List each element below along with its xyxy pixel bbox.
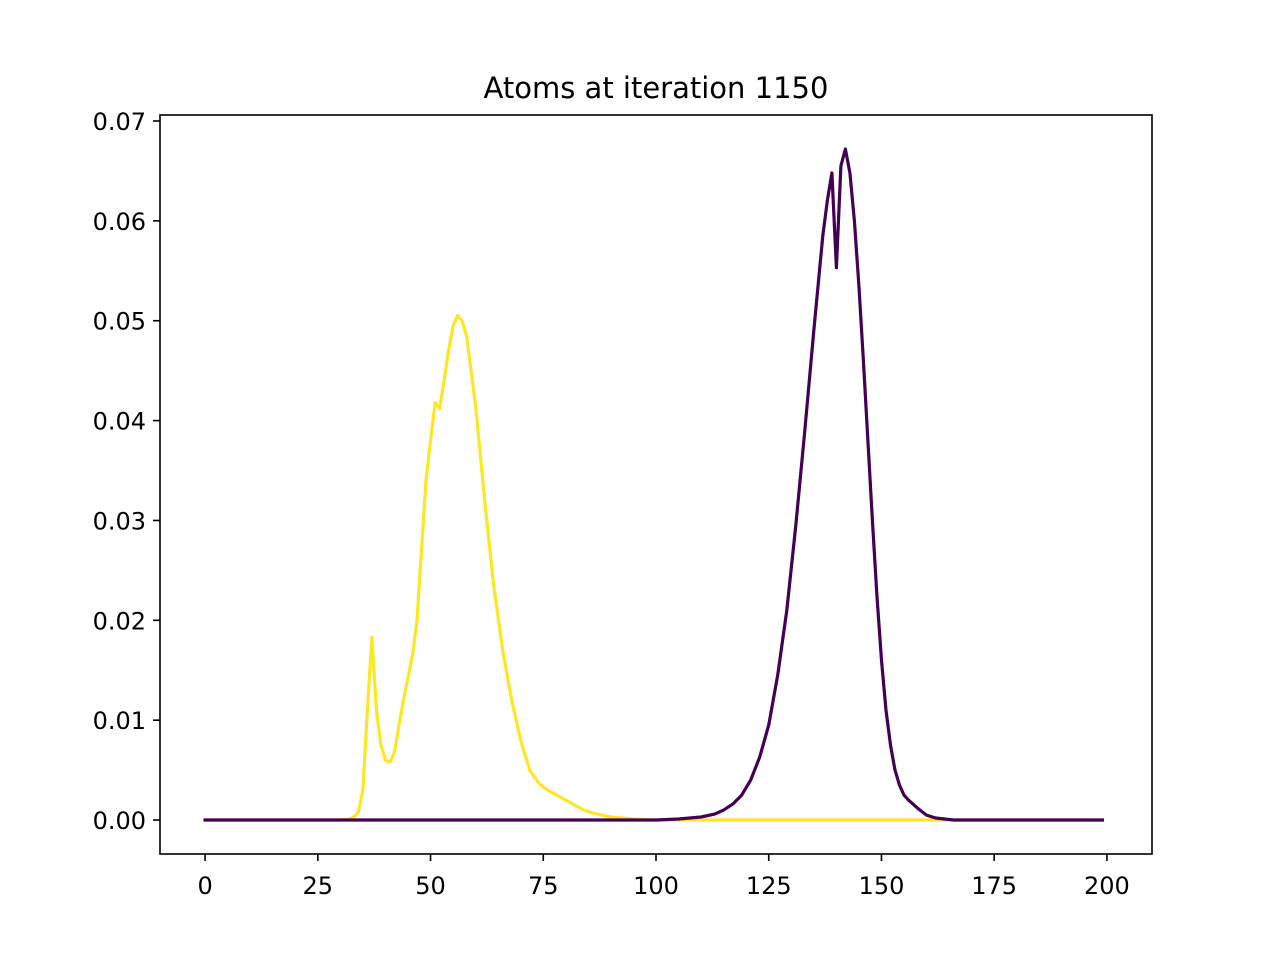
x-tick-label: 25 — [303, 872, 334, 900]
y-tick-label: 0.07 — [93, 108, 146, 136]
x-tick-label: 125 — [746, 872, 792, 900]
x-tick-label: 100 — [633, 872, 679, 900]
x-tick-label: 200 — [1084, 872, 1130, 900]
x-tick-label: 50 — [415, 872, 446, 900]
y-tick-label: 0.05 — [93, 308, 146, 336]
y-tick-label: 0.00 — [93, 807, 146, 835]
series-layer — [203, 147, 1105, 822]
y-tick-label: 0.02 — [93, 607, 146, 635]
series-line-2 — [203, 147, 1105, 822]
x-tick-label: 175 — [971, 872, 1017, 900]
series-line-1 — [203, 314, 1105, 822]
x-axis: 0 25 50 75 100 125 150 175 200 — [197, 854, 1130, 900]
y-axis: 0.00 0.01 0.02 0.03 0.04 0.05 0.06 0.07 — [93, 108, 160, 835]
y-tick-label: 0.03 — [93, 507, 146, 535]
y-tick-label: 0.01 — [93, 707, 146, 735]
x-tick-label: 75 — [528, 872, 559, 900]
y-tick-label: 0.06 — [93, 208, 146, 236]
x-tick-label: 0 — [197, 872, 212, 900]
chart-title: Atoms at iteration 1150 — [484, 71, 829, 105]
x-tick-label: 150 — [859, 872, 905, 900]
y-tick-label: 0.04 — [93, 408, 146, 436]
